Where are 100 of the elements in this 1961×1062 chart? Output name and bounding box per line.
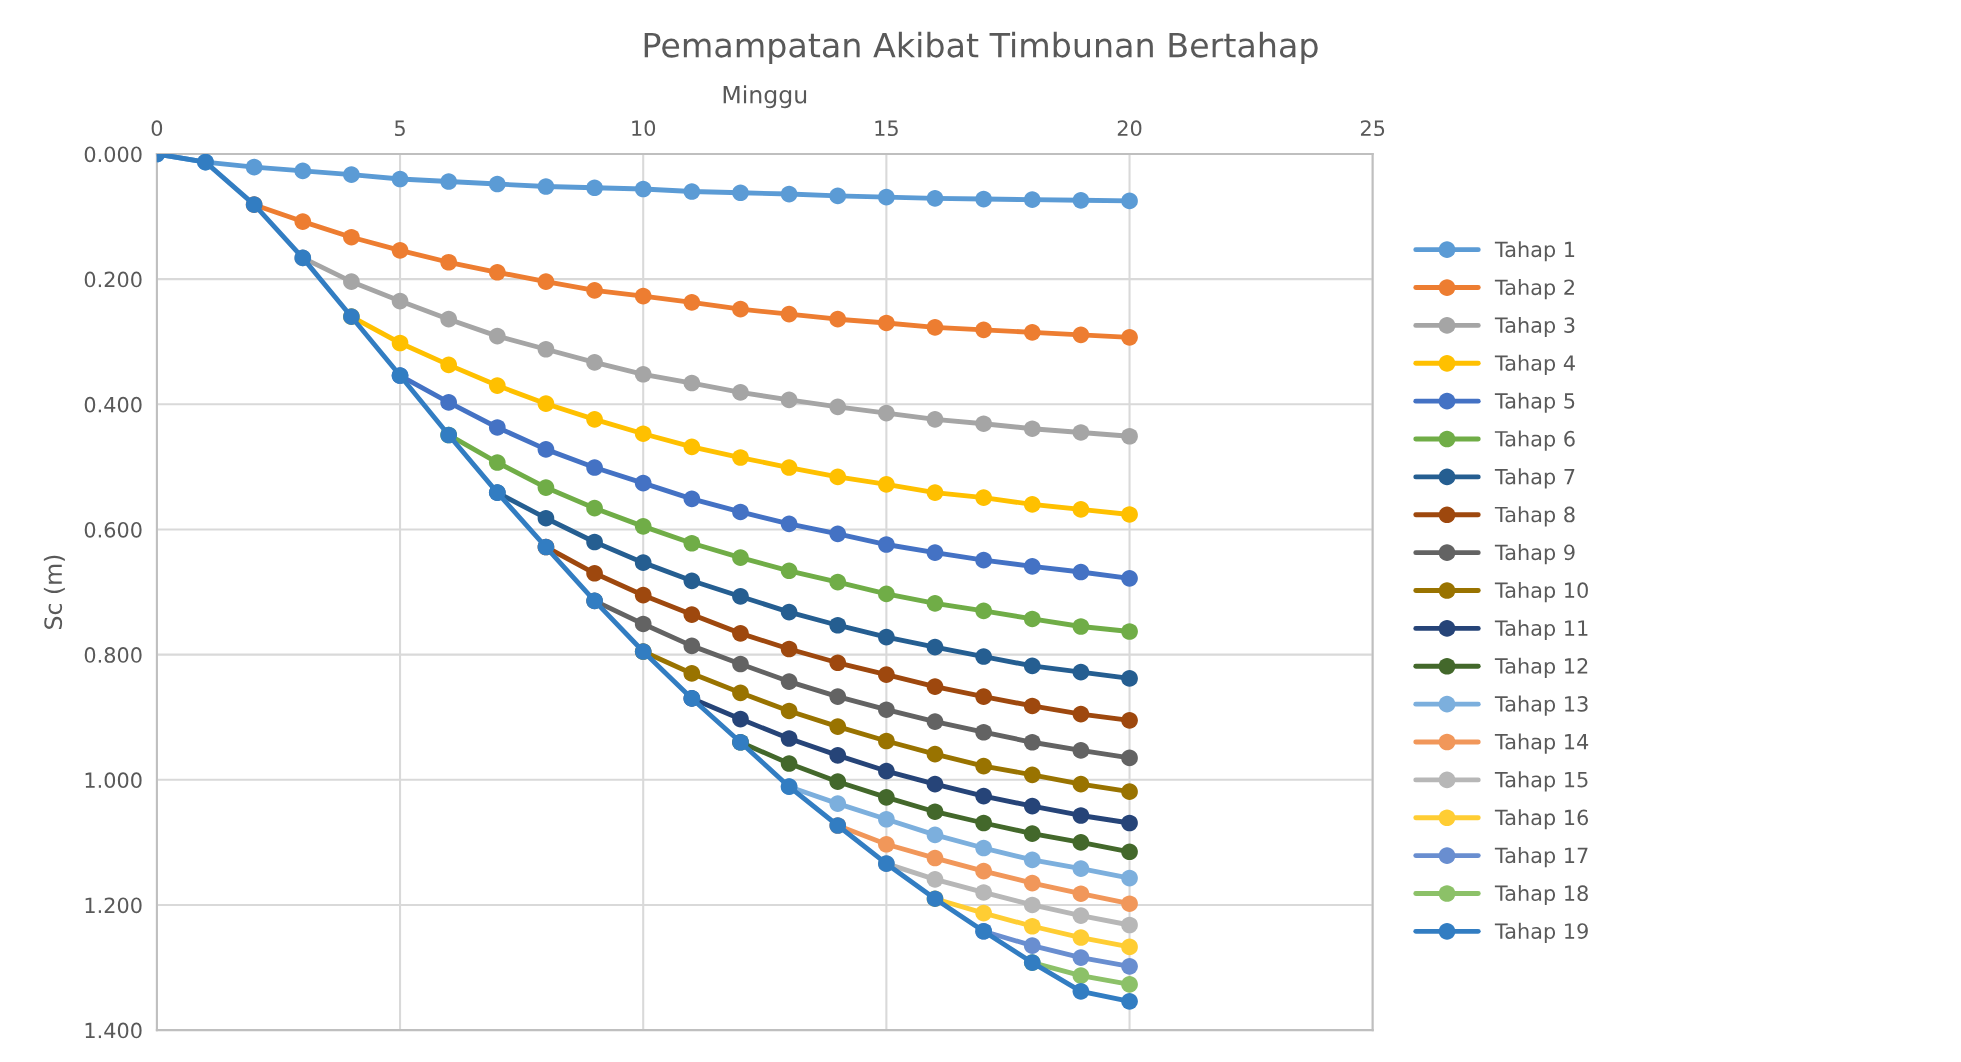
- point: [926, 775, 944, 793]
- point: [586, 411, 603, 428]
- point: [1121, 623, 1138, 640]
- point: [1072, 705, 1090, 723]
- legend-label: Tahap 13: [1494, 695, 1588, 716]
- point: [1023, 917, 1041, 935]
- legend-label: Tahap 10: [1494, 581, 1588, 603]
- point: [343, 166, 360, 183]
- point: [926, 713, 944, 730]
- point: [391, 292, 409, 310]
- point: [586, 179, 603, 197]
- x-tick-label: 15: [875, 120, 898, 137]
- point: [975, 190, 992, 208]
- point: [1072, 501, 1090, 518]
- point: [732, 549, 749, 566]
- point: [732, 300, 749, 318]
- point: [537, 395, 555, 413]
- point: [1121, 993, 1138, 1010]
- point: [926, 544, 944, 561]
- point: [780, 459, 798, 476]
- point: [1121, 869, 1138, 887]
- point: [343, 228, 360, 246]
- point: [732, 655, 749, 673]
- point: [1072, 885, 1090, 903]
- point: [586, 459, 603, 476]
- point: [586, 354, 603, 371]
- point: [732, 625, 749, 642]
- x-tick-label: 20: [1117, 120, 1142, 137]
- point: [1072, 424, 1090, 441]
- point: [1121, 506, 1138, 523]
- point: [829, 688, 847, 705]
- point: [537, 441, 555, 458]
- point: [1023, 324, 1041, 341]
- point: [683, 374, 701, 392]
- point: [926, 849, 944, 867]
- point: [634, 474, 652, 492]
- point: [829, 468, 847, 486]
- point: [829, 795, 847, 812]
- point: [878, 585, 895, 603]
- point: [732, 449, 749, 466]
- point: [634, 554, 652, 571]
- point: [1072, 807, 1090, 824]
- y-tick-label: 1.000: [85, 772, 142, 789]
- point: [780, 673, 798, 690]
- point: [440, 356, 458, 374]
- point: [829, 747, 847, 764]
- point: [1121, 192, 1138, 210]
- point: [440, 253, 458, 271]
- y-tick-label: 1.400: [85, 1022, 142, 1039]
- legend-label: Tahap 2: [1494, 279, 1574, 300]
- point: [829, 525, 847, 543]
- point: [878, 762, 895, 780]
- legend-label: Tahap 17: [1494, 847, 1588, 868]
- point: [975, 862, 992, 880]
- point: [683, 665, 701, 682]
- point: [1121, 814, 1138, 832]
- point: [1023, 825, 1041, 842]
- point: [780, 185, 798, 203]
- point: [537, 178, 555, 195]
- point: [586, 282, 603, 299]
- point: [829, 718, 847, 735]
- point: [634, 586, 652, 604]
- point: [683, 606, 701, 623]
- point: [926, 484, 944, 501]
- point: [732, 588, 749, 605]
- point: [391, 242, 409, 259]
- point: [245, 158, 263, 176]
- point: [732, 503, 749, 521]
- point: [926, 638, 944, 656]
- point: [683, 293, 701, 311]
- legend-label: Tahap 19: [1494, 922, 1588, 943]
- point: [488, 419, 506, 436]
- y-tick-label: 0.400: [84, 396, 142, 413]
- point: [1023, 496, 1041, 513]
- point: [488, 175, 506, 193]
- point: [440, 173, 458, 190]
- point: [975, 602, 992, 620]
- legend-label: Tahap 8: [1494, 506, 1575, 527]
- point: [926, 803, 944, 821]
- point: [1023, 874, 1041, 892]
- point: [926, 745, 944, 763]
- point: [1072, 663, 1090, 681]
- point: [878, 404, 895, 422]
- y-tick-label: 0.200: [84, 271, 142, 288]
- point: [1121, 569, 1138, 587]
- point: [878, 835, 895, 853]
- point: [975, 904, 992, 922]
- point: [683, 183, 701, 200]
- point: [586, 533, 603, 551]
- point: [634, 287, 652, 305]
- y-tick-label: 0.600: [84, 521, 142, 538]
- point: [1121, 329, 1138, 346]
- point: [1072, 929, 1090, 946]
- point: [732, 710, 749, 728]
- point: [1023, 420, 1041, 438]
- point: [683, 572, 701, 590]
- point: [975, 884, 992, 901]
- point: [975, 321, 992, 339]
- point: [634, 180, 652, 198]
- point: [537, 273, 555, 290]
